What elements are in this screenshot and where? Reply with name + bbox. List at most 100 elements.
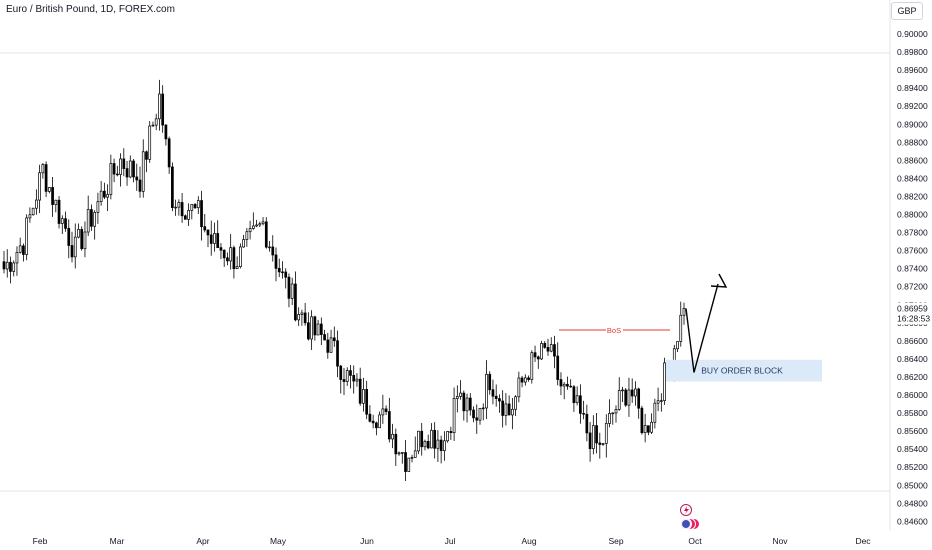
plot-area[interactable] <box>0 52 890 492</box>
price-tick-label: 0.88600 <box>897 155 928 165</box>
candle-up <box>617 390 621 410</box>
candle-up <box>430 429 433 449</box>
candle-down <box>507 403 511 416</box>
flash-icon[interactable] <box>680 504 692 516</box>
candle-up <box>362 389 365 404</box>
price-axis[interactable]: 0.84600 0.84800 0.85000 0.85200 0.85400 0.856… <box>889 0 932 530</box>
candle-down <box>488 373 492 391</box>
candle-up <box>523 377 527 383</box>
candle-down <box>640 407 644 434</box>
candle-up <box>119 158 122 175</box>
candle-up <box>187 210 190 220</box>
candle-up <box>38 172 41 201</box>
time-axis[interactable]: Feb Mar Apr May Jun Jul Aug Sep Oct Nov Dec <box>33 536 872 546</box>
candle-down <box>193 204 197 209</box>
candle-down <box>232 247 236 270</box>
candle-down <box>219 247 223 251</box>
candle-up <box>329 337 333 353</box>
candle-up <box>5 261 9 270</box>
last-price-badge <box>893 302 932 325</box>
price-tick-label: 0.87800 <box>897 228 928 238</box>
candle-down <box>332 337 336 342</box>
candle-up <box>391 433 394 440</box>
candle-down <box>90 209 93 227</box>
time-tick-label: Oct <box>688 536 702 546</box>
candle-up <box>459 392 462 397</box>
candle-up <box>634 388 637 397</box>
candle-down <box>222 249 226 259</box>
candle-down <box>394 433 398 455</box>
candle-up <box>290 283 294 299</box>
candle-down <box>145 151 148 160</box>
candle-down <box>559 379 563 387</box>
candle-up <box>400 452 404 454</box>
candle-up <box>682 308 686 316</box>
candle-down <box>287 276 291 299</box>
candle-up <box>96 201 100 213</box>
candle-down <box>303 312 307 324</box>
candle-up <box>229 247 233 262</box>
candle-up <box>410 457 414 459</box>
candle-down <box>624 389 628 406</box>
candle-down <box>375 422 378 429</box>
candle-down <box>585 413 589 434</box>
candle-down <box>183 215 187 220</box>
candle-up <box>245 231 249 240</box>
candle-down <box>44 164 48 192</box>
candle-down <box>203 226 207 231</box>
candle-down <box>553 344 556 357</box>
candle-up <box>18 245 22 253</box>
candle-down <box>595 425 598 444</box>
candle-up <box>28 214 32 219</box>
price-tick-label: 0.85200 <box>897 462 928 472</box>
candle-up <box>47 187 51 192</box>
candle-down <box>209 234 213 244</box>
candle-down <box>472 409 475 419</box>
candle-up <box>31 207 35 216</box>
candle-up <box>190 204 194 211</box>
candle-up <box>378 414 381 429</box>
candle-up <box>611 412 615 415</box>
candle-up <box>446 431 449 442</box>
candle-down <box>582 413 585 415</box>
candle-up <box>601 443 605 445</box>
candle-up <box>514 396 517 410</box>
candle-up <box>73 236 77 258</box>
time-tick-label: Mar <box>110 536 125 546</box>
candle-up <box>540 343 543 360</box>
candle-up <box>251 225 255 229</box>
candle-down <box>57 199 61 224</box>
price-tick-label: 0.86600 <box>897 336 928 346</box>
candle-up <box>481 407 485 410</box>
candle-up <box>663 362 666 402</box>
currency-button[interactable]: GBP <box>891 2 923 20</box>
buy-order-block-label: BUY ORDER BLOCK <box>701 366 783 376</box>
candle-down <box>271 246 275 256</box>
price-tick-label: 0.86000 <box>897 390 928 400</box>
events-icon[interactable] <box>680 518 700 530</box>
candle-down <box>358 378 362 404</box>
candle-down <box>404 452 407 472</box>
candle-up <box>86 209 90 233</box>
candle-down <box>277 268 281 273</box>
candle-up <box>35 199 38 209</box>
price-tick-label: 0.90000 <box>897 29 928 39</box>
candle-up <box>25 217 29 255</box>
candle-down <box>566 383 569 387</box>
candle-down <box>569 385 573 388</box>
candle-up <box>41 164 45 174</box>
candle-down <box>125 168 129 178</box>
candle-down <box>342 379 346 382</box>
candle-up <box>148 125 152 160</box>
candle-up <box>239 246 242 268</box>
candle-down <box>371 420 375 424</box>
price-tick-label: 0.85600 <box>897 426 928 436</box>
candle-down <box>307 322 310 340</box>
candle-up <box>591 425 595 449</box>
candle-down <box>9 261 12 272</box>
candle-down <box>281 271 284 274</box>
chart-title: Euro / British Pound, 1D, FOREX.com <box>6 4 175 15</box>
price-tick-label: 0.85000 <box>897 480 928 490</box>
candle-up <box>310 316 313 340</box>
